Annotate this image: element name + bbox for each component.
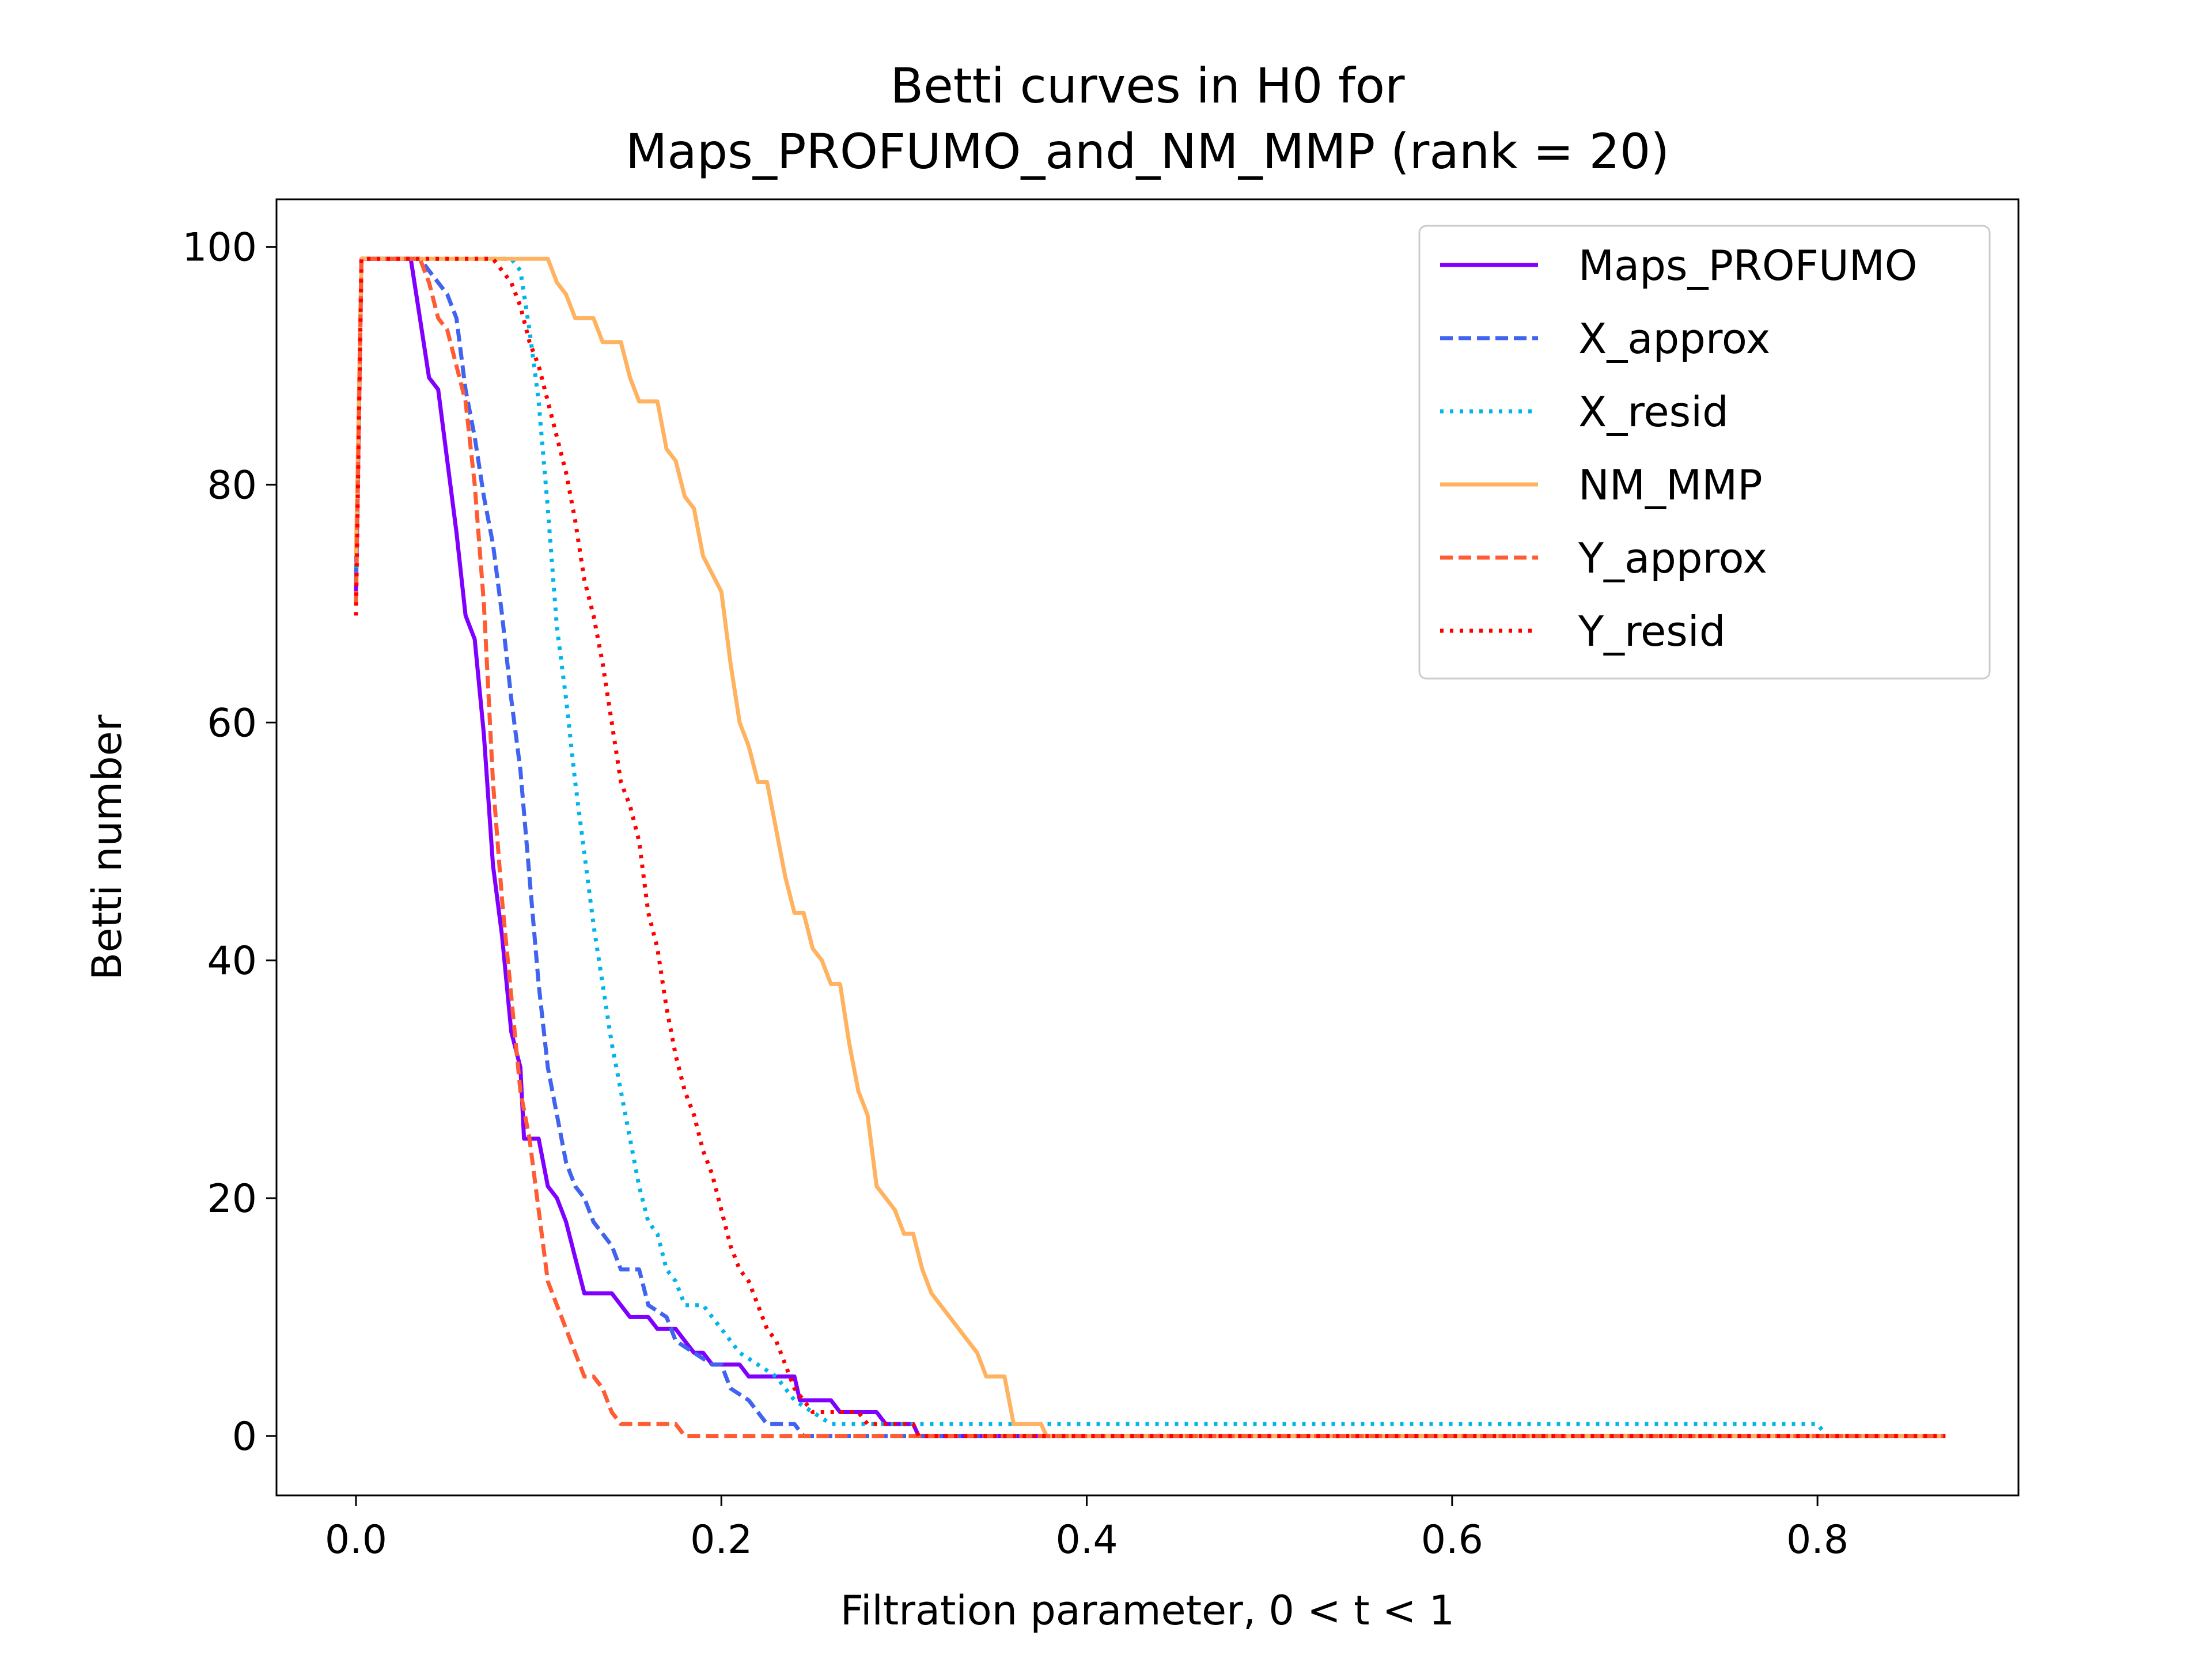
x-tick-label: 0.6	[1421, 1517, 1483, 1563]
y-tick-label: 80	[207, 463, 257, 508]
x-tick-label: 0.2	[690, 1517, 752, 1563]
legend-box	[1418, 225, 1991, 680]
legend-label: Maps_PROFUMO	[1578, 241, 1917, 290]
x-tick-label: 0.4	[1055, 1517, 1118, 1563]
legend-label: X_resid	[1578, 388, 1729, 436]
y-tick-label: 100	[182, 225, 257, 271]
y-tick-label: 20	[207, 1176, 257, 1222]
series-line-maps-profumo	[354, 256, 1946, 1438]
legend-items: Maps_PROFUMO X_approx X_resid NM_MMP Y_appro…	[1440, 241, 1917, 656]
series-line-x-approx	[354, 256, 1946, 1438]
y-tick-label: 0	[232, 1414, 257, 1460]
x-tick-label: 0.8	[1786, 1517, 1849, 1563]
series-line-nm-mmp	[354, 256, 1946, 1438]
series-layer	[354, 256, 1946, 1438]
y-axis-label: Betti number	[84, 714, 131, 980]
chart-title-line-1: Betti curves in H0 for	[890, 58, 1405, 114]
legend: Maps_PROFUMO X_approx X_resid NM_MMP Y_appro…	[1418, 225, 1991, 680]
x-axis-ticks: 0.0 0.2 0.4 0.6 0.8	[325, 1495, 1849, 1563]
x-axis-label: Filtration parameter, 0 < t < 1	[840, 1587, 1455, 1634]
plot-frame	[275, 198, 2020, 1497]
y-tick-label: 60	[207, 700, 257, 746]
series-line-y-approx	[354, 256, 1946, 1438]
legend-label: NM_MMP	[1578, 461, 1763, 509]
legend-label: Y_approx	[1578, 534, 1767, 582]
y-axis-ticks: 0 20 40 60 80 100	[182, 225, 276, 1460]
series-line-y-resid	[354, 256, 1946, 1438]
legend-label: X_approx	[1578, 315, 1770, 363]
chart-title-line-2: Maps_PROFUMO_and_NM_MMP (rank = 20)	[626, 123, 1669, 180]
y-tick-label: 40	[207, 938, 257, 984]
x-tick-label: 0.0	[325, 1517, 387, 1563]
legend-label: Y_resid	[1578, 607, 1726, 656]
